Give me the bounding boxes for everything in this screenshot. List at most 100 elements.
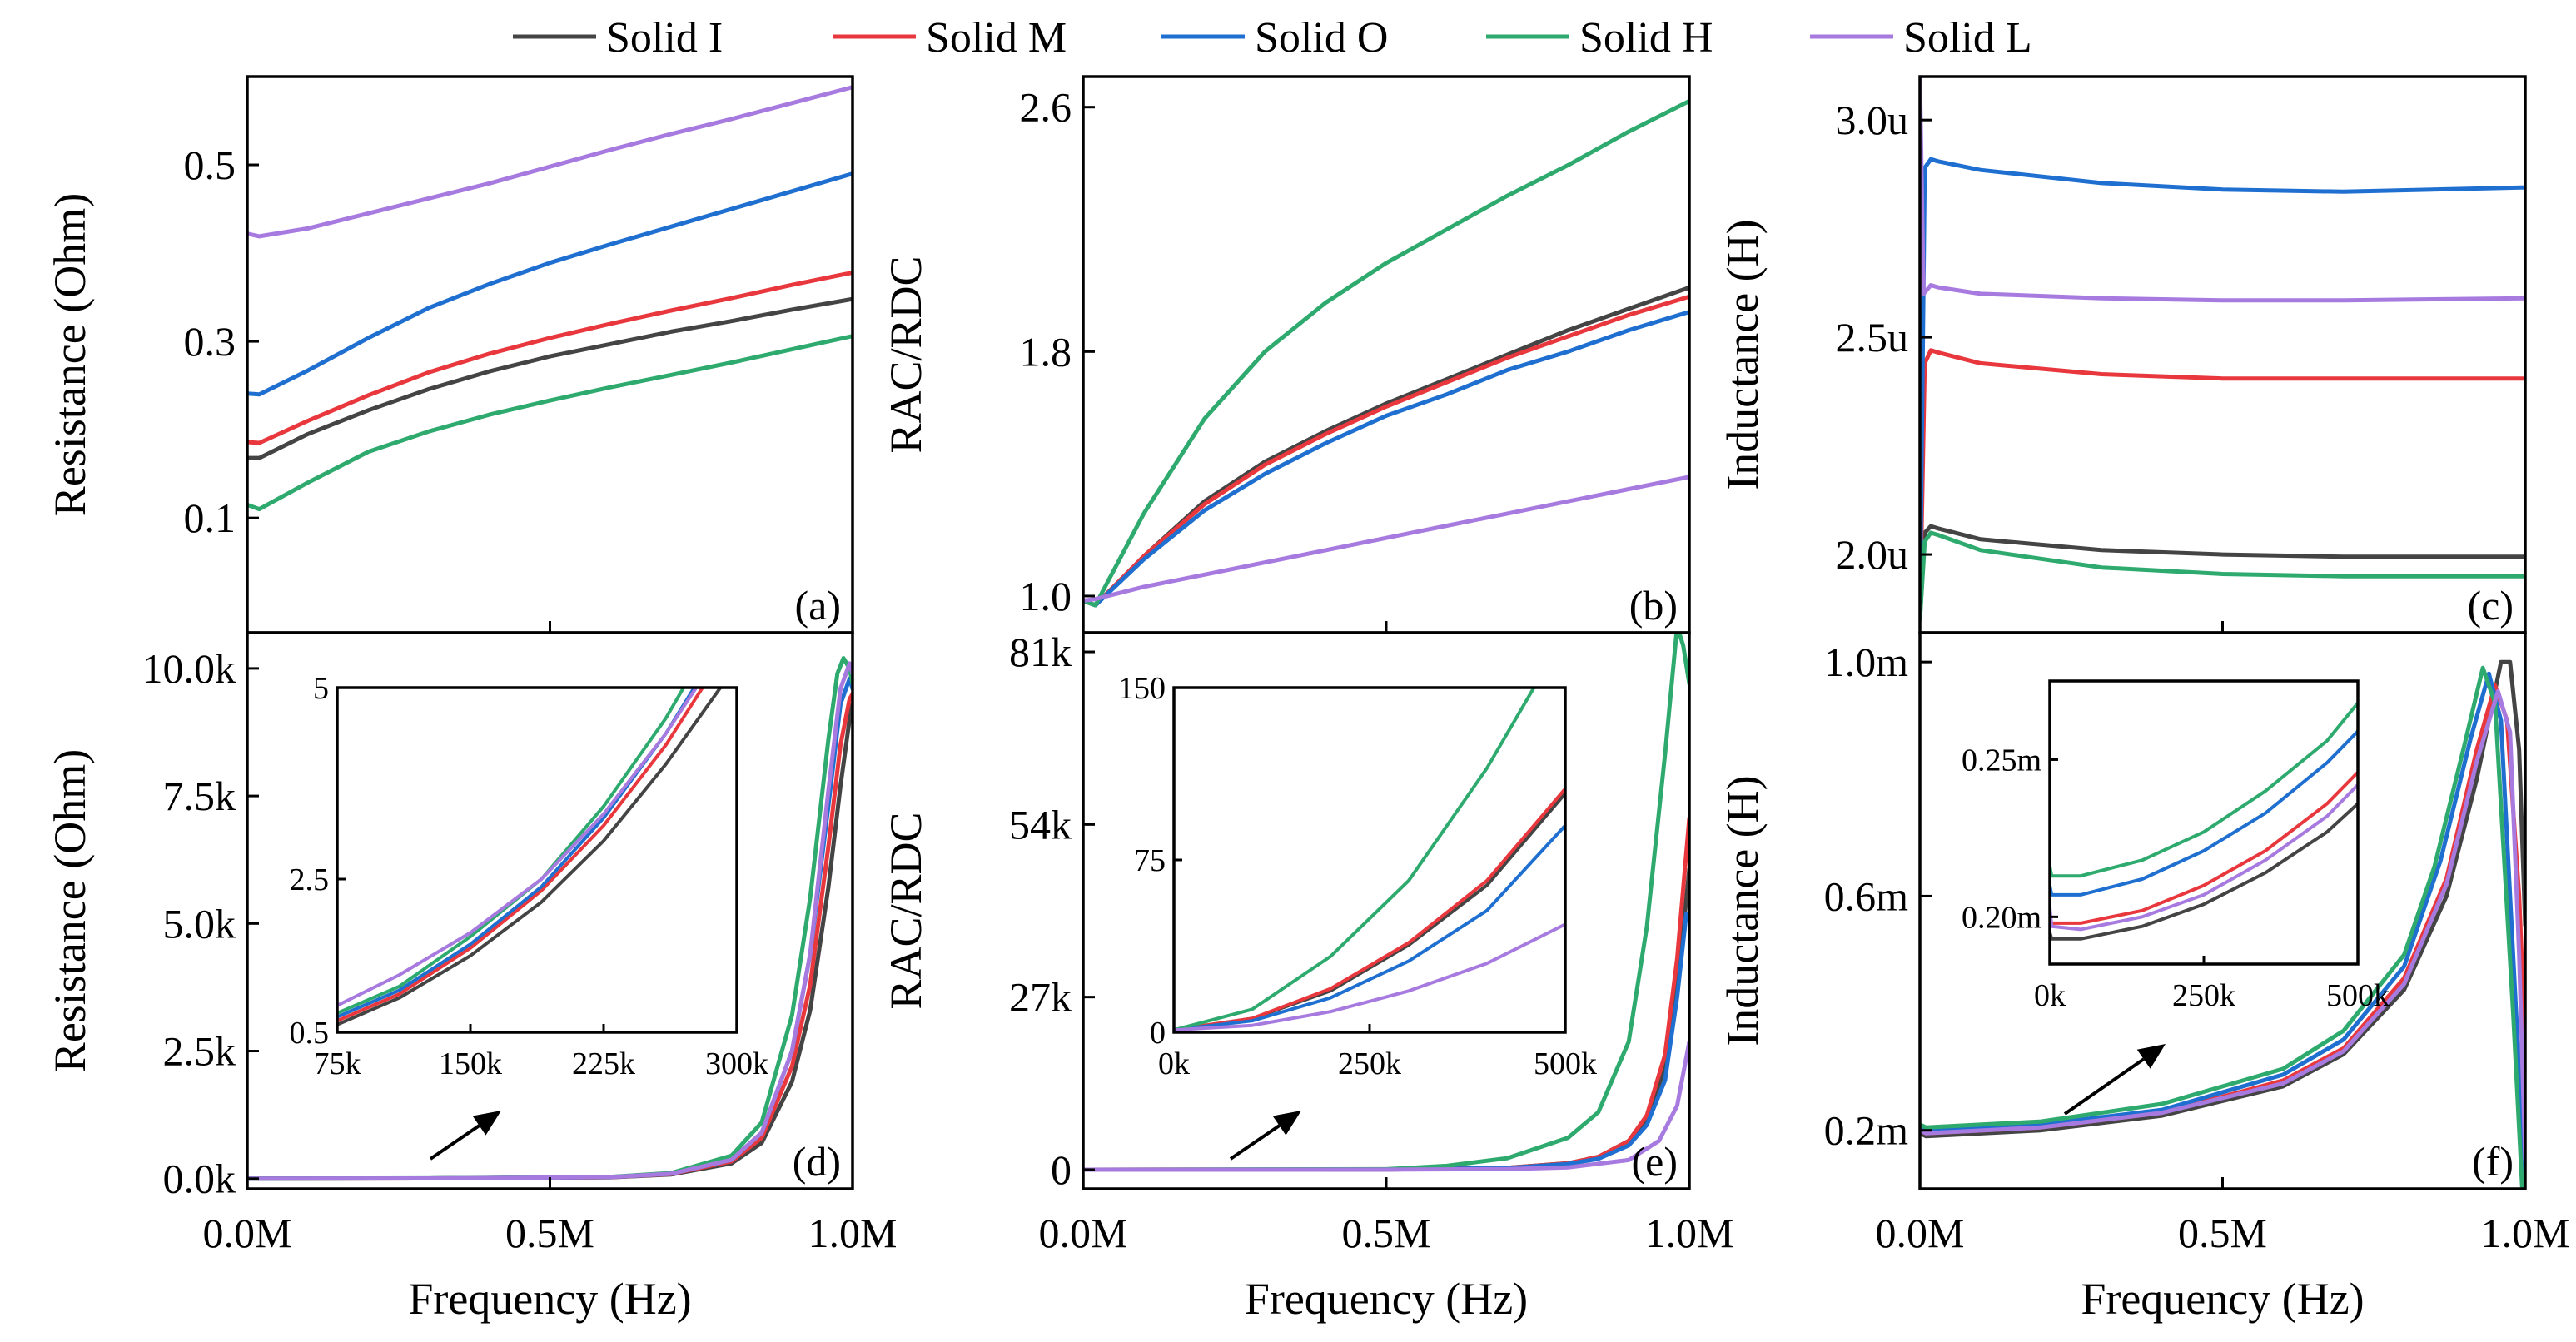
panel-e: 0 27k 54k 81k 0.0M 0.5M 1.0M (e) RAC/RDC Frequenc…: [881, 629, 1734, 1324]
panel-a-series-solid-l: [247, 85, 853, 239]
panel-d-inset-xtick-label: 300k: [705, 1046, 768, 1081]
panel-c-series-solid-h: [1920, 530, 2525, 622]
panel-d-ylabel: Resistance (Ohm): [45, 749, 95, 1072]
panel-e-inset-ytick-label: 75: [1134, 843, 1166, 878]
panel-b-series-solid-l: [1083, 475, 1689, 603]
legend-label-2: Solid M: [926, 14, 1067, 62]
legend-label-4: Solid H: [1579, 14, 1713, 62]
panel-d-label: (d): [793, 1138, 841, 1185]
panel-e-ytick-label: 27k: [1009, 974, 1072, 1021]
panel-e-arrow-head: [1272, 1111, 1301, 1136]
panel-c-series-solid-l: [1920, 77, 2525, 303]
panel-e-inset-ytick-label: 150: [1118, 671, 1166, 706]
panel-e-inset-ytick-label: 0: [1150, 1016, 1166, 1051]
panel-f-series-solid-i: [1920, 659, 2525, 1139]
panel-f-inset: 0.20m 0.25m 0k 250k 500k: [1962, 679, 2390, 1116]
panel-b-frame: [1082, 75, 1691, 634]
panel-e-inset: 0 75 150 0k 250k 500k: [1118, 671, 1597, 1161]
panel-f-inset-xtick-label: 250k: [2172, 978, 2235, 1013]
panel-e-inset-xtick-label: 0k: [1158, 1046, 1190, 1081]
panel-d-inset-xtick-label: 225k: [572, 1046, 635, 1081]
panel-e-ylabel: RAC/RDC: [881, 812, 931, 1009]
panel-f-ylabel: Inductance (H): [1718, 775, 1768, 1046]
panel-f-inset-xtick-label: 500k: [2326, 978, 2390, 1013]
panel-e-inset-series-solid-h: [1174, 688, 1536, 1032]
panel-f-inset-series-solid-i: [2050, 802, 2358, 941]
panel-f-inset-series-solid-o: [2050, 730, 2358, 897]
panel-f-inset-xtick-label: 0k: [2034, 978, 2066, 1013]
panel-f-inset-series-solid-m: [2050, 771, 2358, 925]
panel-c: 2.0u 2.5u 3.0u (c) Inductance (H): [1718, 75, 2527, 634]
panel-e-inset-xtick-label: 500k: [1534, 1046, 1597, 1081]
panel-d-inset-series-solid-i: [337, 688, 723, 1026]
panel-c-ylabel: Inductance (H): [1718, 219, 1768, 490]
panel-b-ylabel: RAC/RDC: [881, 256, 931, 453]
panel-f-label: (f): [2472, 1138, 2514, 1185]
panel-d-ytick-label: 0.0k: [163, 1156, 236, 1202]
panel-e-inset-xtick-label: 250k: [1338, 1046, 1401, 1081]
panel-d-inset-series-solid-l: [337, 688, 699, 1007]
panel-d-inset-ytick-label: 2.5: [290, 862, 330, 897]
panel-f-xtick-label: 1.0M: [2481, 1210, 2570, 1256]
legend: Solid I Solid M Solid O Solid H Solid L: [513, 14, 2032, 62]
panel-f-inset-series-solid-l: [2050, 783, 2358, 932]
panel-b: 1.0 1.8 2.6 (b) RAC/RDC: [881, 75, 1691, 634]
panel-f-ytick-label: 0.6m: [1824, 872, 1909, 919]
panel-e-xtick-label: 1.0M: [1645, 1210, 1734, 1256]
panel-f-series-solid-o: [1920, 671, 2525, 1189]
panel-d-inset-ytick-label: 0.5: [290, 1016, 330, 1051]
panel-a-series-solid-m: [247, 270, 853, 445]
panel-a: 0.1 0.3 0.5 (a) Resistance (Ohm): [45, 75, 854, 634]
panel-f-inset-ytick-label: 0.25m: [1962, 743, 2041, 778]
panel-d-inset-xtick-label: 75k: [314, 1046, 361, 1081]
panel-f-inset-series-solid-h: [2050, 702, 2358, 878]
panel-e-xtick-label: 0.0M: [1039, 1210, 1128, 1256]
panel-f-xlabel: Frequency (Hz): [2081, 1274, 2364, 1324]
panel-e-xlabel: Frequency (Hz): [1245, 1274, 1528, 1324]
panel-c-ytick-label: 2.0u: [1836, 531, 1909, 578]
panel-e-series-solid-l: [1083, 1039, 1689, 1172]
panel-a-series-solid-o: [247, 171, 853, 397]
panel-f-series-solid-l: [1920, 688, 2525, 1162]
legend-label-1: Solid I: [606, 14, 723, 62]
panels: 0.1 0.3 0.5 (a) Resistance (Ohm) 1.0 1.8 2.6 (b)…: [45, 75, 2570, 1324]
panel-d-arrow-shaft: [429, 1124, 480, 1161]
panel-d-xtick-label: 0.5M: [505, 1210, 594, 1256]
panel-d-inset-border: [336, 686, 738, 1034]
panel-e-ytick-label: 54k: [1009, 801, 1072, 847]
panel-f-ytick-label: 1.0m: [1824, 639, 1909, 685]
panel-d-arrow-head: [472, 1111, 501, 1136]
panel-d-ytick-label: 5.0k: [163, 900, 236, 947]
panel-f-ytick-label: 0.2m: [1824, 1107, 1909, 1154]
panel-f-inset-ytick-label: 0.20m: [1962, 900, 2041, 935]
panel-e-arrow-shaft: [1229, 1124, 1281, 1161]
panel-e-series-solid-h: [1083, 633, 1689, 1172]
panel-d-inset: 0.5 2.5 5 75k 150k 225k 300k: [290, 671, 768, 1161]
panel-e-inset-series-solid-o: [1174, 824, 1565, 1032]
panel-e-ytick-label: 0: [1051, 1146, 1072, 1193]
panel-b-ytick-label: 1.0: [1020, 573, 1072, 619]
panel-b-series-solid-h: [1083, 98, 1689, 608]
panel-f-xtick-label: 0.5M: [2178, 1210, 2267, 1256]
panel-a-series-solid-i: [247, 296, 853, 460]
panel-d-inset-frame: [336, 686, 738, 1034]
panel-b-ytick-label: 1.8: [1020, 328, 1072, 375]
panel-e-xtick-label: 0.5M: [1342, 1210, 1431, 1256]
panel-d-xtick-label: 0.0M: [203, 1210, 292, 1256]
panel-b-series-solid-i: [1083, 285, 1689, 608]
panel-f-arrow-head: [2136, 1044, 2166, 1069]
panel-b-ytick-label: 2.6: [1020, 84, 1072, 131]
panel-d-inset-series-solid-m: [337, 688, 705, 1023]
legend-label-3: Solid O: [1255, 14, 1388, 62]
panel-a-ytick-label: 0.1: [184, 495, 236, 541]
panel-c-series-solid-o: [1920, 157, 2525, 622]
panel-e-inset-series-solid-l: [1174, 922, 1565, 1032]
panel-e-inset-series-solid-m: [1174, 788, 1565, 1032]
panel-a-ytick-label: 0.5: [184, 142, 236, 188]
panel-a-label: (a): [795, 582, 842, 629]
panel-d-inset-xtick-label: 150k: [439, 1046, 502, 1081]
panel-f-xtick-label: 0.0M: [1876, 1210, 1965, 1256]
panel-b-series-solid-o: [1083, 310, 1689, 608]
panel-d-ytick-label: 7.5k: [163, 773, 236, 819]
